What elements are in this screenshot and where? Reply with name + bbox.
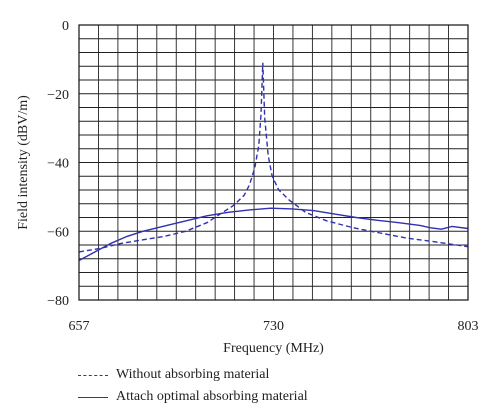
legend-swatch-dashed — [78, 374, 108, 376]
legend-item-without-absorbing: Without absorbing material — [78, 364, 308, 386]
y-tick-label: −40 — [47, 157, 69, 172]
x-tick-label: 657 — [69, 319, 90, 334]
y-tick-label: 0 — [62, 19, 69, 34]
y-tick-label: −60 — [47, 225, 69, 240]
grid — [79, 25, 468, 300]
series-attach-optimal-line — [78, 207, 469, 262]
y-axis-label: Field intensity (dBV/m) — [16, 95, 31, 230]
y-tick-label: −20 — [47, 88, 69, 103]
y-tick-label: −80 — [47, 294, 69, 309]
series-group — [78, 62, 469, 262]
legend: Without absorbing material Attach optima… — [78, 364, 308, 408]
x-axis-label: Frequency (MHz) — [223, 341, 324, 356]
legend-label-without-absorbing: Without absorbing material — [116, 367, 270, 382]
legend-item-attach-optimal: Attach optimal absorbing material — [78, 386, 308, 408]
x-tick-label: 803 — [458, 319, 479, 334]
legend-label-attach-optimal: Attach optimal absorbing material — [116, 389, 308, 404]
x-tick-label: 730 — [263, 319, 284, 334]
plot-frame — [78, 24, 469, 301]
legend-swatch-solid — [78, 396, 108, 398]
